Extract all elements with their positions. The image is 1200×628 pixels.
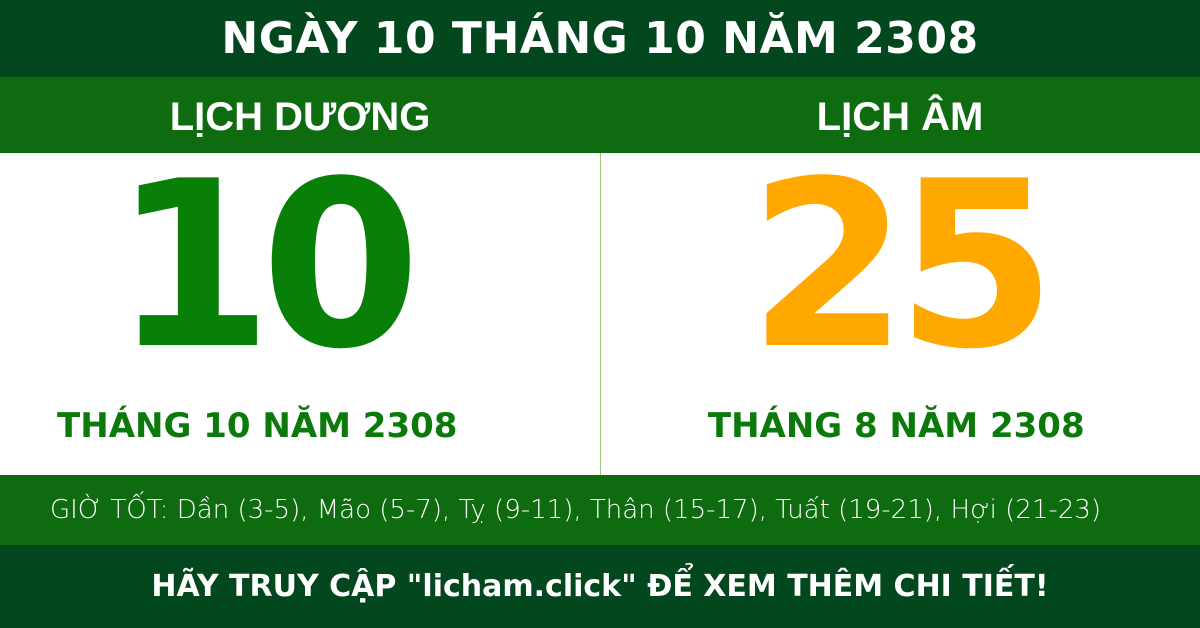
- solar-day: 10: [112, 133, 421, 400]
- lunar-column: 25 THÁNG 8 NĂM 2308: [601, 133, 1200, 475]
- calendar-headers: LỊCH DƯƠNG LỊCH ÂM: [0, 77, 1200, 153]
- page-title: NGÀY 10 THÁNG 10 NĂM 2308: [0, 0, 1200, 77]
- lunar-label: LỊCH ÂM: [816, 95, 984, 139]
- footer-cta: HÃY TRUY CẬP "licham.click" ĐỂ XEM THÊM …: [0, 545, 1200, 628]
- good-hours: GIỜ TỐT: Dần (3-5), Mão (5-7), Tỵ (9-11)…: [0, 475, 1200, 545]
- lunar-day: 25: [748, 133, 1056, 400]
- calendar-body: 10 THÁNG 10 NĂM 2308 25 THÁNG 8 NĂM 2308: [0, 133, 1200, 475]
- solar-month-year: THÁNG 10 NĂM 2308: [57, 406, 458, 446]
- solar-label: LỊCH DƯƠNG: [169, 95, 431, 139]
- lunar-month-year: THÁNG 8 NĂM 2308: [707, 406, 1085, 446]
- solar-column: 10 THÁNG 10 NĂM 2308: [0, 133, 601, 475]
